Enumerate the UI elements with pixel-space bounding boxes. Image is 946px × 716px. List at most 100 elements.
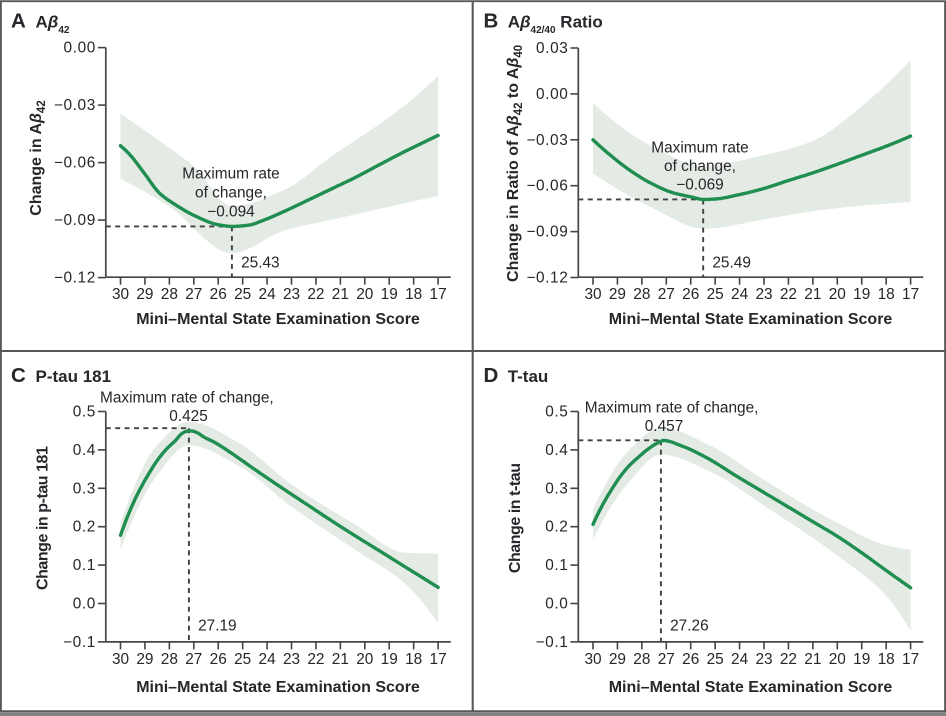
svg-text:0.3: 0.3 [73, 480, 96, 497]
svg-text:28: 28 [161, 651, 178, 668]
svg-text:22: 22 [780, 286, 797, 303]
svg-text:27: 27 [658, 286, 675, 303]
svg-text:18: 18 [878, 651, 895, 668]
svg-text:−0.12: −0.12 [526, 270, 568, 287]
svg-text:25.49: 25.49 [712, 255, 751, 272]
svg-text:30: 30 [112, 286, 129, 303]
svg-text:0.2: 0.2 [545, 519, 568, 536]
svg-text:24: 24 [259, 651, 277, 668]
svg-text:28: 28 [633, 286, 650, 303]
svg-text:Mini–Mental State Examination: Mini–Mental State Examination Score [136, 679, 420, 696]
svg-text:21: 21 [332, 286, 349, 303]
svg-text:19: 19 [853, 286, 870, 303]
svg-text:−0.1: −0.1 [536, 634, 569, 651]
svg-text:0.0: 0.0 [545, 596, 568, 613]
svg-text:Maximum rate of change,: Maximum rate of change, [585, 399, 759, 416]
svg-text:22: 22 [307, 286, 324, 303]
svg-text:29: 29 [136, 286, 153, 303]
svg-text:−0.09: −0.09 [54, 212, 96, 229]
svg-text:23: 23 [283, 651, 300, 668]
svg-text:17: 17 [430, 651, 447, 668]
svg-text:of change,: of change, [664, 158, 736, 175]
svg-text:19: 19 [381, 286, 398, 303]
svg-text:29: 29 [136, 651, 153, 668]
svg-text:B: B [484, 9, 499, 32]
svg-text:Change in Aβ42: Change in Aβ42 [28, 100, 48, 215]
svg-text:23: 23 [283, 286, 300, 303]
svg-text:27: 27 [185, 651, 202, 668]
svg-text:30: 30 [112, 651, 129, 668]
svg-text:27: 27 [658, 651, 675, 668]
svg-text:Change in p-tau 181: Change in p-tau 181 [34, 446, 51, 590]
svg-text:0.3: 0.3 [545, 480, 568, 497]
svg-text:of change,: of change, [195, 185, 267, 202]
svg-text:24: 24 [731, 651, 749, 668]
svg-text:25.43: 25.43 [241, 255, 280, 272]
svg-text:27: 27 [185, 286, 202, 303]
svg-text:Maximum rate: Maximum rate [651, 140, 749, 157]
svg-text:0.1: 0.1 [73, 557, 96, 574]
svg-text:27.26: 27.26 [670, 618, 709, 635]
svg-text:18: 18 [405, 651, 422, 668]
svg-text:−0.03: −0.03 [54, 97, 96, 114]
svg-text:17: 17 [430, 286, 447, 303]
svg-text:−0.1: −0.1 [63, 634, 96, 651]
svg-text:20: 20 [829, 651, 846, 668]
svg-text:0.4: 0.4 [73, 442, 96, 459]
svg-text:0.4: 0.4 [545, 442, 568, 459]
svg-text:18: 18 [405, 286, 422, 303]
svg-text:26: 26 [682, 286, 699, 303]
svg-text:18: 18 [878, 286, 895, 303]
svg-text:23: 23 [755, 286, 772, 303]
svg-text:20: 20 [829, 286, 846, 303]
svg-text:0.0: 0.0 [73, 596, 96, 613]
svg-text:26: 26 [682, 651, 699, 668]
svg-text:Mini–Mental State Examination: Mini–Mental State Examination Score [136, 311, 420, 328]
svg-text:−0.12: −0.12 [54, 270, 96, 287]
svg-text:27.19: 27.19 [198, 618, 237, 635]
svg-text:22: 22 [780, 651, 797, 668]
svg-text:29: 29 [609, 651, 626, 668]
svg-text:−0.06: −0.06 [54, 155, 96, 172]
svg-text:21: 21 [332, 651, 349, 668]
svg-text:20: 20 [356, 286, 373, 303]
svg-text:C: C [11, 364, 26, 387]
svg-text:−0.09: −0.09 [526, 224, 568, 241]
svg-text:Mini–Mental State Examination: Mini–Mental State Examination Score [609, 311, 893, 328]
svg-text:0.5: 0.5 [73, 404, 96, 421]
svg-text:Change in t-tau: Change in t-tau [507, 463, 524, 573]
svg-text:0.1: 0.1 [545, 557, 568, 574]
svg-text:Maximum rate: Maximum rate [182, 166, 280, 183]
svg-text:Maximum rate of change,: Maximum rate of change, [100, 390, 274, 407]
svg-text:24: 24 [731, 286, 749, 303]
svg-text:26: 26 [210, 651, 227, 668]
svg-text:0.457: 0.457 [645, 418, 684, 435]
svg-text:D: D [484, 364, 499, 387]
svg-text:25: 25 [234, 651, 251, 668]
svg-text:19: 19 [853, 651, 870, 668]
svg-text:0.2: 0.2 [73, 519, 96, 536]
svg-text:21: 21 [804, 286, 821, 303]
svg-text:A: A [11, 9, 26, 32]
svg-text:Change in Ratio of Aβ42 to Aβ4: Change in Ratio of Aβ42 to Aβ40 [505, 45, 525, 282]
svg-text:26: 26 [210, 286, 227, 303]
svg-text:Mini–Mental State Examination: Mini–Mental State Examination Score [609, 679, 893, 696]
svg-text:−0.069: −0.069 [676, 177, 724, 194]
svg-text:24: 24 [259, 286, 277, 303]
svg-text:−0.06: −0.06 [526, 178, 568, 195]
svg-text:28: 28 [633, 651, 650, 668]
svg-text:19: 19 [381, 651, 398, 668]
svg-text:30: 30 [584, 286, 601, 303]
svg-text:P-tau 181: P-tau 181 [36, 367, 112, 386]
svg-text:0.5: 0.5 [545, 404, 568, 421]
svg-text:30: 30 [584, 651, 601, 668]
svg-text:0.425: 0.425 [169, 408, 208, 425]
svg-text:25: 25 [707, 651, 724, 668]
svg-text:25: 25 [707, 286, 724, 303]
svg-text:20: 20 [356, 651, 373, 668]
svg-text:23: 23 [755, 651, 772, 668]
svg-text:0.00: 0.00 [536, 86, 568, 103]
svg-text:29: 29 [609, 286, 626, 303]
svg-text:17: 17 [902, 651, 919, 668]
svg-text:22: 22 [307, 651, 324, 668]
